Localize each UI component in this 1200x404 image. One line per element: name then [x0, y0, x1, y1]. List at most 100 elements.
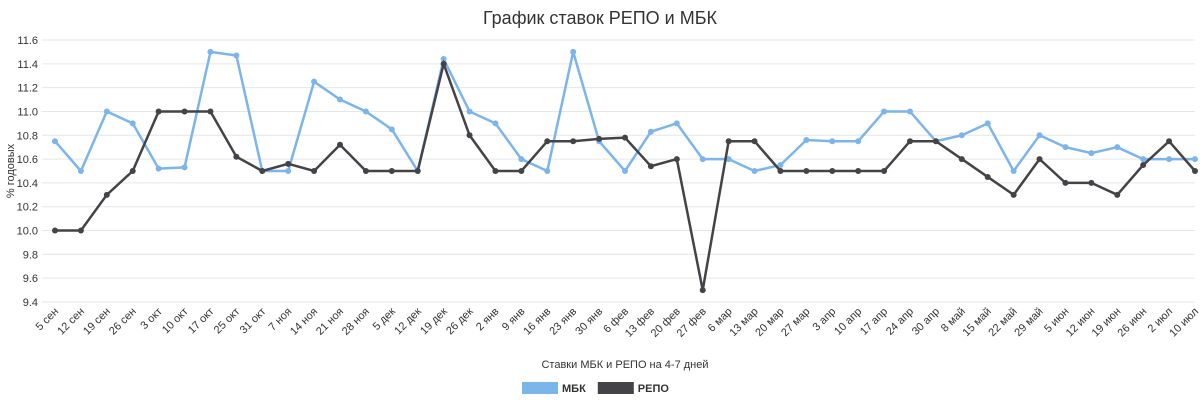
data-point [518, 168, 525, 174]
data-point [466, 132, 473, 139]
data-point [52, 138, 58, 145]
y-tick-label: 10.8 [17, 130, 38, 142]
data-point [1036, 132, 1043, 139]
x-tick-label: 17 окт [186, 306, 217, 337]
x-tick-label: 23 янв [547, 306, 579, 338]
data-point [285, 168, 292, 174]
y-axis-title: % годовых [5, 143, 17, 198]
y-tick-label: 10.4 [17, 178, 38, 190]
x-tick-label: 26 сен [107, 306, 139, 338]
data-point [259, 168, 266, 174]
data-point [207, 108, 214, 115]
data-point [440, 60, 447, 67]
data-point [1114, 191, 1121, 198]
data-point [155, 108, 162, 115]
x-tick-label: 26 дек [444, 306, 476, 338]
x-tick-label: 29 май [1012, 306, 1045, 339]
data-point [1088, 150, 1095, 157]
y-tick-label: 10.2 [17, 202, 38, 214]
data-point [337, 141, 343, 148]
data-point [207, 48, 214, 55]
data-point [984, 120, 991, 127]
data-point [233, 153, 240, 160]
data-point [622, 168, 628, 174]
data-point [647, 128, 654, 135]
x-tick-label: 16 янв [521, 306, 553, 338]
data-point [388, 168, 395, 174]
series-line [55, 59, 1196, 291]
data-point [311, 78, 318, 85]
data-point [570, 138, 577, 145]
x-tick-label: 19 сен [81, 306, 113, 338]
x-tick-label: 27 мар [779, 306, 812, 339]
data-point [881, 108, 888, 115]
data-point [725, 138, 732, 145]
x-tick-label: 26 июн [1116, 306, 1150, 340]
data-point [362, 108, 369, 115]
x-tick-label: 27 фев [675, 306, 709, 340]
legend-swatch[interactable] [522, 382, 558, 394]
x-tick-label: 30 апр [910, 306, 942, 338]
data-point [699, 287, 706, 294]
y-tick-label: 9.6 [23, 273, 38, 285]
legend-swatch[interactable] [597, 382, 634, 394]
data-point [440, 56, 447, 63]
data-point [181, 164, 188, 171]
y-tick-label: 10.0 [17, 226, 38, 238]
data-point [751, 138, 758, 145]
x-tick-label: 17 апр [858, 306, 890, 338]
legend-label[interactable]: МБК [562, 383, 586, 395]
data-point [103, 108, 110, 115]
data-point [362, 168, 369, 174]
x-tick-label: 25 окт [212, 306, 243, 337]
data-point [233, 52, 240, 59]
data-point [103, 191, 110, 198]
data-point [311, 168, 318, 174]
data-point [829, 138, 836, 145]
data-point [1166, 156, 1173, 163]
data-point [855, 168, 862, 174]
data-point [1140, 156, 1147, 163]
legend-label[interactable]: РЕПО [638, 383, 670, 395]
data-point [673, 120, 680, 127]
data-point [699, 156, 706, 163]
data-point [466, 108, 473, 115]
data-point [1036, 156, 1043, 163]
data-point [181, 108, 188, 115]
x-tick-label: 28 ноя [340, 306, 372, 338]
data-point [77, 168, 84, 174]
x-tick-label: 12 сен [55, 306, 87, 338]
x-tick-label: 24 апр [884, 306, 916, 338]
data-point [1114, 144, 1121, 151]
data-point [1192, 156, 1198, 163]
y-tick-label: 10.6 [17, 154, 38, 166]
data-point [932, 138, 939, 145]
data-point [52, 227, 58, 234]
x-tick-label: 21 ноя [314, 306, 346, 338]
data-point [596, 135, 603, 142]
y-tick-label: 11.2 [17, 83, 38, 95]
x-tick-label: 19 дек [418, 306, 450, 338]
data-point [1062, 144, 1069, 151]
data-point [1166, 138, 1173, 145]
data-point [803, 137, 810, 144]
data-point [518, 156, 525, 163]
data-point [777, 162, 784, 169]
data-point [570, 48, 577, 55]
data-point [829, 168, 836, 174]
data-point [1192, 168, 1198, 174]
data-point [647, 163, 654, 170]
data-point [1088, 179, 1095, 186]
data-point [777, 168, 784, 174]
y-tick-label: 11.4 [17, 59, 38, 71]
data-point [1010, 191, 1017, 198]
x-tick-label: 14 ноя [288, 306, 320, 338]
chart-title: График ставок РЕПО и МБК [483, 8, 718, 28]
data-point [881, 168, 888, 174]
data-point [751, 168, 758, 174]
data-point [155, 165, 162, 172]
data-point [388, 126, 395, 133]
data-point [958, 132, 965, 139]
x-tick-label: 31 окт [238, 306, 269, 337]
data-point [984, 173, 991, 180]
